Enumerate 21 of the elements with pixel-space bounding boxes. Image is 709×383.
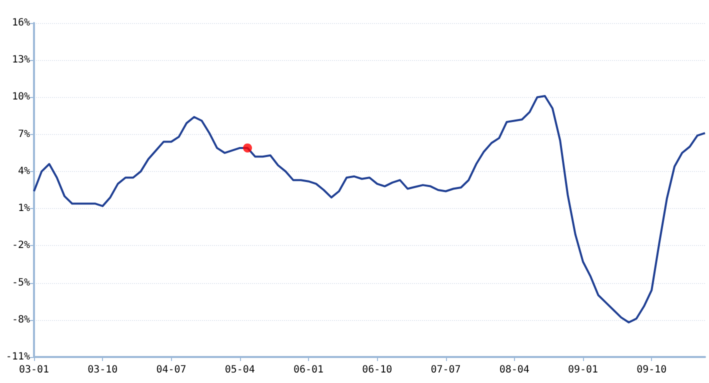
x-tick-label: 07-07 [430, 364, 461, 376]
y-tick-label: -2% [12, 240, 30, 252]
line-series [33, 94, 706, 324]
x-tick-label: 04-07 [156, 364, 186, 376]
x-tick-label: 03-10 [88, 364, 118, 376]
x-tick-label: 09-01 [568, 364, 598, 376]
x-tick-label: 06-10 [362, 364, 392, 376]
x-tick-label: 09-10 [636, 364, 667, 376]
x-tick-label: 03-01 [18, 364, 50, 376]
y-tick-label: 16% [12, 18, 30, 28]
y-tick-label: 7% [18, 128, 30, 140]
x-tick-label: 05-04 [224, 364, 255, 376]
y-tick-label: 4% [18, 166, 30, 177]
y-tick-label: -8% [12, 314, 30, 326]
y-tick-label: 13% [12, 54, 30, 66]
y-tick-label: 10% [12, 92, 30, 103]
y-tick-label: 1% [18, 203, 30, 214]
y-tick-label: -5% [12, 277, 30, 288]
y-tick-label: -11% [6, 352, 30, 362]
x-tick-label: 08-04 [499, 364, 530, 376]
x-tick-label: 06-01 [293, 364, 324, 376]
